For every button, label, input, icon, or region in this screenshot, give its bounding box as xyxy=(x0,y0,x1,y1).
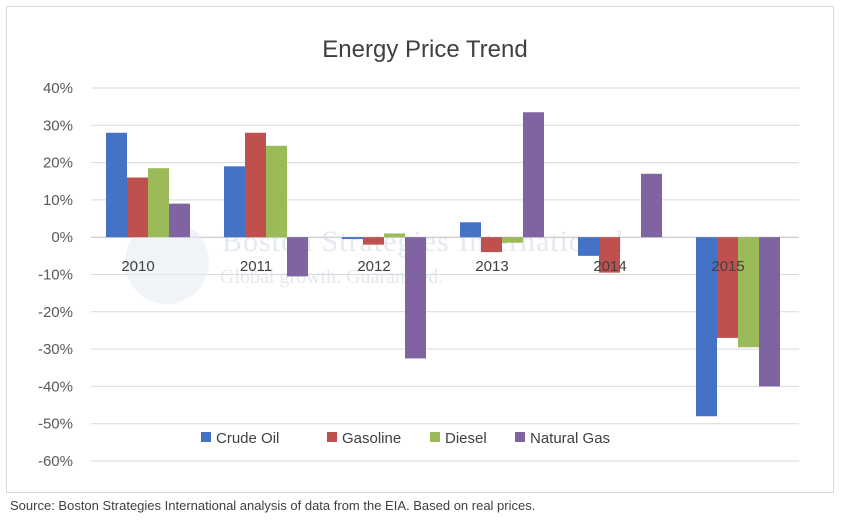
legend: Crude Oil Gasoline Diesel Natural Gas xyxy=(201,430,610,447)
bar-diesel-2015 xyxy=(738,237,759,348)
y-axis-ticks: 40% 30% 20% 10% 0% -10% -20% -30% -40% -50% -60% xyxy=(38,80,73,470)
bar-diesel-2011 xyxy=(266,145,287,238)
legend-label: Gasoline xyxy=(342,430,401,447)
y-tick-label: -20% xyxy=(38,304,73,321)
y-tick-label: -40% xyxy=(38,378,73,395)
chart-svg: Boston Strategies International Global g… xyxy=(38,36,799,470)
bar-natural-gas-2010 xyxy=(169,203,190,238)
bar-crude-oil-2010 xyxy=(106,132,127,238)
y-tick-label: 0% xyxy=(51,229,73,246)
bar-natural-gas-2013 xyxy=(523,112,544,238)
bar-crude-oil-2014 xyxy=(578,237,599,256)
legend-swatch xyxy=(515,432,525,442)
y-tick-label: -60% xyxy=(38,453,73,470)
bar-gasoline-2011 xyxy=(245,132,266,238)
bar-natural-gas-2012 xyxy=(405,237,426,359)
bar-natural-gas-2011 xyxy=(287,237,308,277)
y-tick-label: 10% xyxy=(43,192,73,209)
legend-label: Crude Oil xyxy=(216,430,279,447)
bar-gasoline-2014 xyxy=(599,237,620,273)
gridlines xyxy=(91,87,799,462)
x-category-label: 2013 xyxy=(475,258,508,275)
bar-gasoline-2013 xyxy=(481,237,502,253)
y-tick-label: -30% xyxy=(38,341,73,358)
category-labels: 2010 2011 2012 2013 2014 2015 xyxy=(121,258,744,275)
y-tick-label: -50% xyxy=(38,416,73,433)
watermark-line2: Global growth. Guaranteed. xyxy=(220,266,443,288)
x-category-label: 2011 xyxy=(240,258,272,275)
y-tick-label: 30% xyxy=(43,117,73,134)
bars xyxy=(106,112,780,417)
legend-swatch xyxy=(201,432,211,442)
legend-label: Natural Gas xyxy=(530,430,610,447)
x-category-label: 2014 xyxy=(593,258,626,275)
x-category-label: 2012 xyxy=(357,258,390,275)
y-tick-label: -10% xyxy=(38,267,73,284)
bar-gasoline-2015 xyxy=(717,237,738,338)
bar-natural-gas-2014 xyxy=(641,173,662,238)
legend-label: Diesel xyxy=(445,430,487,447)
x-category-label: 2010 xyxy=(121,258,154,275)
bar-diesel-2012 xyxy=(384,233,405,238)
legend-swatch xyxy=(327,432,337,442)
bar-crude-oil-2015 xyxy=(696,237,717,417)
y-tick-label: 40% xyxy=(43,80,73,97)
bar-crude-oil-2012 xyxy=(342,237,363,240)
bar-gasoline-2010 xyxy=(127,177,148,238)
x-category-label: 2015 xyxy=(711,258,744,275)
y-tick-label: 20% xyxy=(43,155,73,172)
source-note: Source: Boston Strategies International … xyxy=(10,498,536,513)
bar-crude-oil-2011 xyxy=(224,166,245,238)
chart-title: Energy Price Trend xyxy=(322,36,527,63)
bar-gasoline-2012 xyxy=(363,237,384,245)
bar-natural-gas-2015 xyxy=(759,237,780,387)
bar-diesel-2013 xyxy=(502,237,523,243)
bar-diesel-2010 xyxy=(148,168,169,238)
legend-swatch xyxy=(430,432,440,442)
bar-crude-oil-2013 xyxy=(460,222,481,238)
chart-frame: Boston Strategies International Global g… xyxy=(6,6,834,493)
watermark-globe xyxy=(125,220,209,304)
